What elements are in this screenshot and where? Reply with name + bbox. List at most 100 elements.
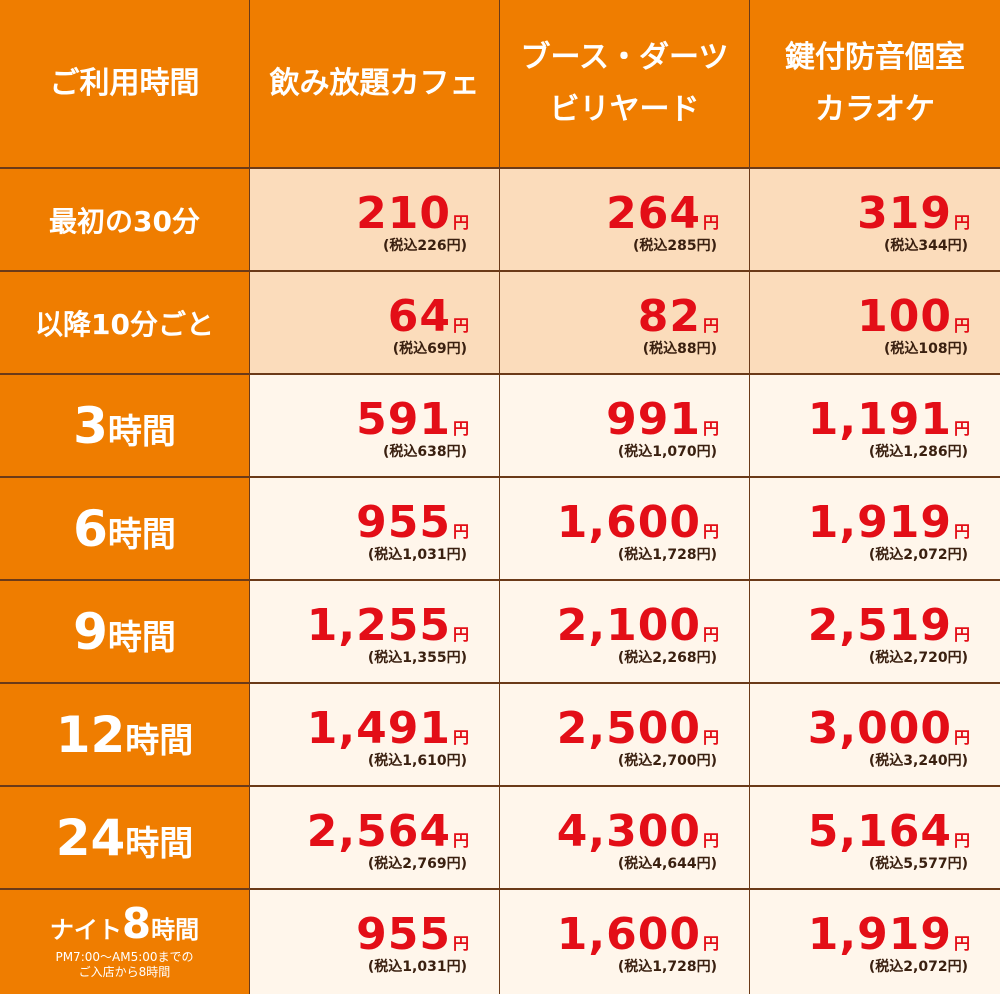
price-amount: 1,255 [306, 600, 451, 651]
yen-unit: 円 [953, 419, 970, 438]
price-cell: 82 円 (税込88円) [500, 272, 749, 373]
row-label-number: 6 [73, 499, 108, 558]
yen-unit: 円 [452, 419, 469, 438]
price-amount: 955 [356, 909, 451, 960]
row-label-first-30min: 最初の30分 [0, 169, 249, 270]
price-cell: 2,564 円 (税込2,769円) [250, 787, 499, 888]
price-cell: 264 円 (税込285円) [500, 169, 749, 270]
price-cell: 955 円 (税込1,031円) [250, 890, 499, 994]
price-amount: 4,300 [556, 806, 701, 857]
price-amount: 1,491 [306, 703, 451, 754]
price-amount: 1,919 [807, 497, 952, 548]
price-amount: 5,164 [807, 806, 952, 857]
row-label-text: 以降10分ごと [35, 307, 214, 341]
night-note-line-1: PM7:00〜AM5:00までの [55, 950, 194, 964]
row-label-3-hours: 3時間 [0, 375, 249, 476]
price-tax-included: (税込1,286円) [868, 444, 968, 460]
price-tax-included: (税込285円) [632, 238, 717, 254]
yen-unit: 円 [953, 934, 970, 953]
price-amount: 1,191 [807, 394, 952, 445]
row-label-per-10min: 以降10分ごと [0, 272, 249, 373]
yen-unit: 円 [702, 213, 719, 232]
price-amount: 2,564 [306, 806, 451, 857]
yen-unit: 円 [702, 625, 719, 644]
price-amount: 210 [356, 188, 451, 239]
row-label-unit: 時間 [107, 617, 176, 658]
price-tax-included: (税込1,031円) [367, 959, 467, 975]
row-label-unit: 時間 [107, 514, 176, 555]
price-cell: 1,191 円 (税込1,286円) [750, 375, 1000, 476]
row-label-unit: 時間 [125, 823, 194, 864]
header-room-label-1: 鍵付防音個室 [785, 39, 965, 75]
price-amount: 1,600 [556, 497, 701, 548]
price-tax-included: (税込1,728円) [617, 959, 717, 975]
yen-unit: 円 [452, 625, 469, 644]
price-amount: 955 [356, 497, 451, 548]
row-label-number: 12 [55, 705, 126, 764]
price-cell: 5,164 円 (税込5,577円) [750, 787, 1000, 888]
yen-unit: 円 [702, 728, 719, 747]
price-cell: 1,491 円 (税込1,610円) [250, 684, 499, 785]
price-tax-included: (税込88円) [642, 341, 717, 357]
yen-unit: 円 [452, 213, 469, 232]
row-label-unit: 時間 [151, 916, 200, 944]
price-tax-included: (税込3,240円) [868, 753, 968, 769]
header-usage-time-label: ご利用時間 [49, 65, 200, 101]
price-cell: 1,255 円 (税込1,355円) [250, 581, 499, 682]
yen-unit: 円 [702, 522, 719, 541]
row-label-number: 9 [73, 602, 108, 661]
yen-unit: 円 [953, 522, 970, 541]
price-tax-included: (税込638円) [382, 444, 467, 460]
price-tax-included: (税込108円) [883, 341, 968, 357]
yen-unit: 円 [452, 728, 469, 747]
price-cell: 4,300 円 (税込4,644円) [500, 787, 749, 888]
price-tax-included: (税込2,769円) [367, 856, 467, 872]
header-booth-label-1: ブース・ダーツ [520, 39, 729, 75]
price-tax-included: (税込1,610円) [367, 753, 467, 769]
price-tax-included: (税込2,072円) [868, 547, 968, 563]
yen-unit: 円 [953, 625, 970, 644]
header-booth: ブース・ダーツ ビリヤード [500, 0, 749, 167]
row-label-number: 3 [73, 396, 108, 455]
price-tax-included: (税込2,072円) [868, 959, 968, 975]
header-private-room: 鍵付防音個室 カラオケ [750, 0, 1000, 167]
yen-unit: 円 [953, 213, 970, 232]
row-label-prefix: ナイト [49, 916, 122, 944]
yen-unit: 円 [953, 728, 970, 747]
price-amount: 2,519 [807, 600, 952, 651]
yen-unit: 円 [953, 316, 970, 335]
price-tax-included: (税込5,577円) [868, 856, 968, 872]
price-tax-included: (税込2,268円) [617, 650, 717, 666]
yen-unit: 円 [452, 934, 469, 953]
price-amount: 3,000 [807, 703, 952, 754]
price-amount: 1,919 [807, 909, 952, 960]
price-tax-included: (税込2,700円) [617, 753, 717, 769]
price-cell: 1,600 円 (税込1,728円) [500, 890, 749, 994]
row-label-number: 8 [121, 899, 152, 948]
header-usage-time: ご利用時間 [0, 0, 249, 167]
price-cell: 591 円 (税込638円) [250, 375, 499, 476]
price-tax-included: (税込4,644円) [617, 856, 717, 872]
price-cell: 2,500 円 (税込2,700円) [500, 684, 749, 785]
yen-unit: 円 [702, 419, 719, 438]
row-label-night-8-hours: ナイト8時間 PM7:00〜AM5:00までの ご入店から8時間 [0, 890, 249, 994]
price-tax-included: (税込1,355円) [367, 650, 467, 666]
row-label-number: 24 [55, 808, 126, 867]
yen-unit: 円 [953, 831, 970, 850]
price-cell: 100 円 (税込108円) [750, 272, 1000, 373]
price-cell: 2,100 円 (税込2,268円) [500, 581, 749, 682]
yen-unit: 円 [452, 316, 469, 335]
row-label-6-hours: 6時間 [0, 478, 249, 579]
price-tax-included: (税込69円) [392, 341, 467, 357]
header-booth-label-2: ビリヤード [549, 91, 700, 127]
night-note-line-2: ご入店から8時間 [78, 965, 171, 979]
price-cell: 1,919 円 (税込2,072円) [750, 478, 1000, 579]
price-tax-included: (税込226円) [382, 238, 467, 254]
header-cafe-label: 飲み放題カフェ [269, 65, 480, 101]
row-label-9-hours: 9時間 [0, 581, 249, 682]
price-cell: 2,519 円 (税込2,720円) [750, 581, 1000, 682]
price-tax-included: (税込2,720円) [868, 650, 968, 666]
price-tax-included: (税込1,728円) [617, 547, 717, 563]
yen-unit: 円 [452, 522, 469, 541]
